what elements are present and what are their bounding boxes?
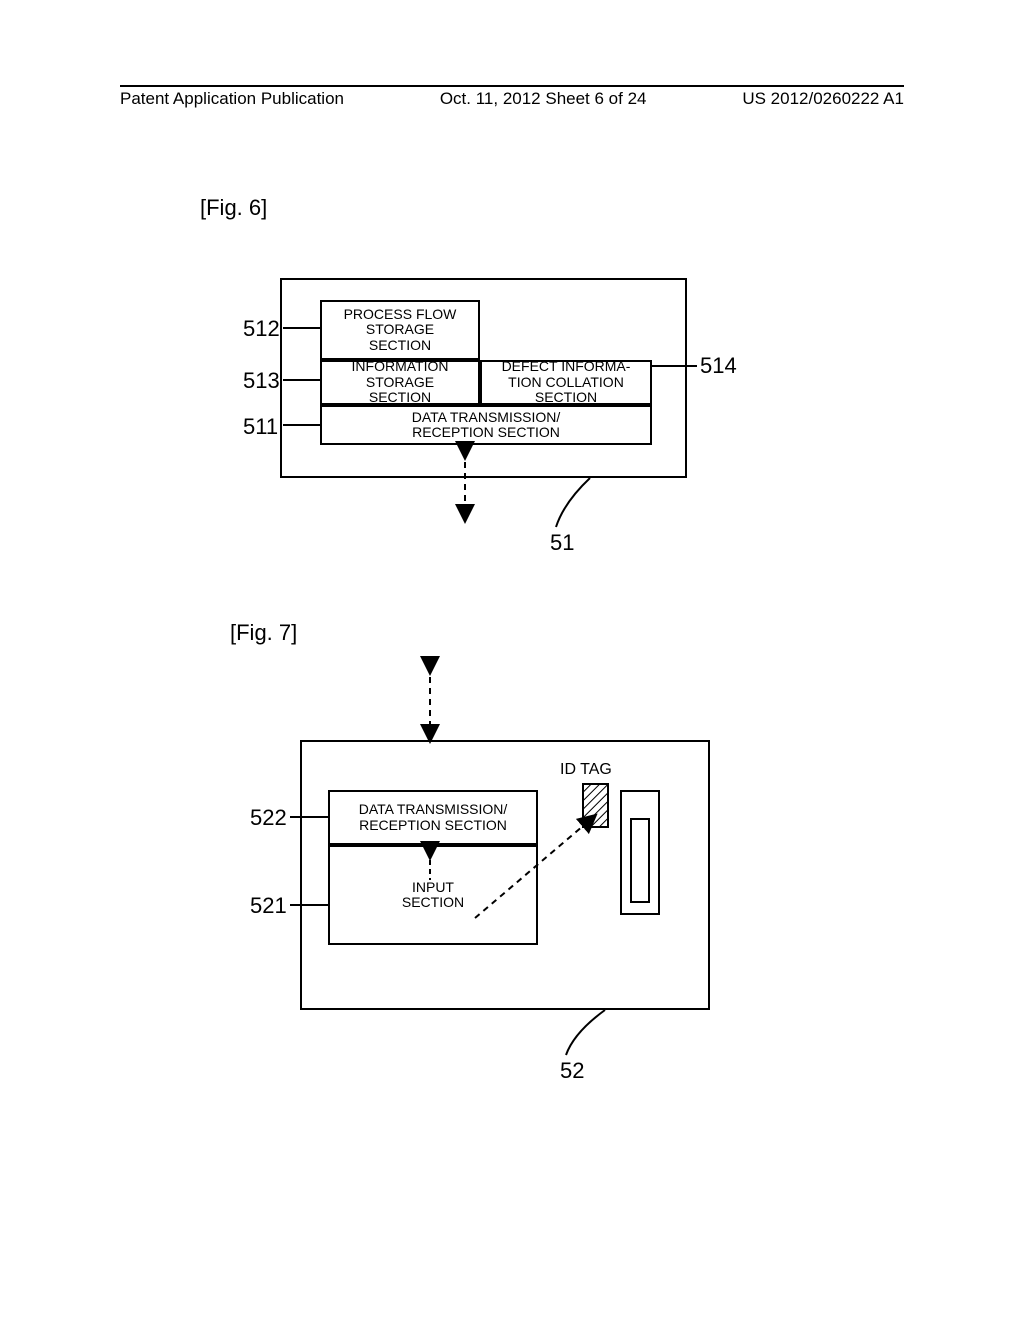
svg-overlay [0,0,1024,1320]
